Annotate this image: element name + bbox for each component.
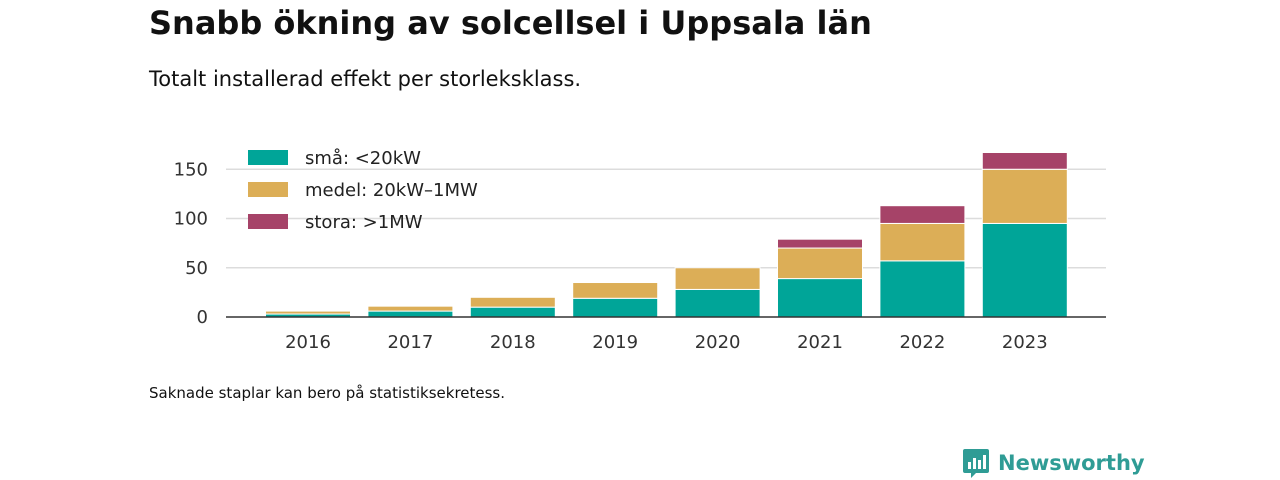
x-tick-label: 2021 [797, 332, 843, 353]
stacked-bar-chart: 0 50 100 150 2016 2017 2018 2019 2020 2021 2022 202… [174, 148, 1106, 353]
legend-label: medel: 20kW–1MW [305, 180, 478, 201]
y-tick-label: 0 [197, 307, 208, 328]
bar-segment [879, 260, 966, 318]
x-tick-label: 2016 [285, 332, 331, 353]
bar-segment [981, 222, 1068, 318]
x-tick-label: 2022 [899, 332, 945, 353]
legend-swatch [248, 150, 288, 165]
bar-segment [879, 205, 966, 224]
y-tick-label: 100 [174, 209, 208, 230]
bar-segment [367, 305, 454, 312]
bar-segment [469, 296, 556, 308]
bar-segment [572, 297, 659, 318]
bar-segment [981, 152, 1068, 170]
y-tick-label: 50 [185, 258, 208, 279]
legend-label: stora: >1MW [305, 212, 423, 233]
legend-swatch [248, 214, 288, 229]
newsworthy-brand[interactable]: Newsworthy [962, 446, 1145, 480]
x-tick-label: 2017 [387, 332, 433, 353]
x-tick-label: 2018 [490, 332, 536, 353]
legend-label: små: <20kW [305, 148, 421, 169]
chart-title: Snabb ökning av solcellsel i Uppsala län [149, 4, 872, 42]
bar-segment [265, 310, 351, 315]
chart-subtitle: Totalt installerad effekt per storlekskl… [149, 67, 582, 91]
bar-segment [367, 310, 454, 318]
footnote: Saknade staplar kan bero på statistiksek… [149, 384, 506, 402]
x-tick-label: 2023 [1002, 332, 1048, 353]
legend-swatch [248, 182, 288, 197]
bar-segment [879, 222, 966, 262]
bar-segment [777, 278, 863, 318]
bar-segment [777, 238, 863, 249]
bar-segment [572, 282, 659, 299]
bar-segment [469, 306, 556, 318]
brand-name: Newsworthy [998, 451, 1145, 475]
x-tick-label: 2020 [695, 332, 741, 353]
bar-segment [981, 168, 1068, 224]
bar-segment [674, 267, 761, 290]
bar-segment [777, 247, 863, 280]
bar-segment [674, 288, 761, 318]
y-tick-label: 150 [174, 159, 208, 180]
newsworthy-logo-icon [963, 449, 989, 478]
x-tick-label: 2019 [592, 332, 638, 353]
